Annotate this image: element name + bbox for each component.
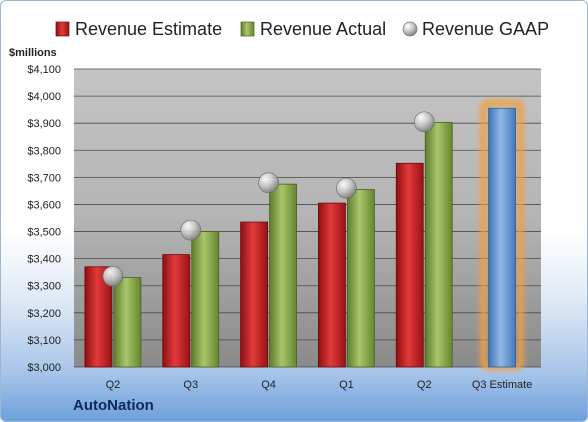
x-tick-label: Q3 Estimate	[472, 379, 533, 391]
y-tick-label: $3,300	[27, 281, 61, 293]
y-axis-unit-label: $millions	[9, 47, 57, 59]
y-tick-label: $3,900	[27, 118, 61, 130]
bar-revenue-actual	[347, 189, 375, 368]
legend-label: Revenue GAAP	[422, 19, 549, 39]
y-tick-label: $3,600	[27, 199, 61, 211]
x-tick-label: Q1	[339, 379, 354, 391]
bar-revenue-actual	[424, 121, 453, 368]
marker-revenue-gaap	[336, 177, 357, 199]
gaap-markers	[102, 111, 435, 287]
y-tick-label: $3,400	[27, 254, 61, 266]
y-tick-label: $3,100	[27, 335, 61, 347]
marker-revenue-gaap	[102, 265, 124, 287]
marker-revenue-gaap	[258, 172, 279, 194]
legend-label: Revenue Estimate	[75, 19, 222, 39]
bar-estimate-highlight	[488, 107, 516, 368]
legend-swatch-estimate	[55, 21, 70, 37]
y-tick-label: $3,500	[27, 227, 61, 239]
bar-revenue-actual	[269, 183, 297, 368]
plot-area	[74, 69, 541, 367]
bar-revenue-estimate	[395, 162, 424, 368]
x-tick-label: Q2	[106, 379, 121, 391]
y-axis: $3,000 $3,100 $3,200 $3,300 $3,400 $3,500 $3,6…	[27, 64, 61, 374]
x-axis: Q2 Q3 Q4 Q1 Q2 Q3 Estimate	[106, 379, 533, 391]
bars	[84, 100, 524, 370]
bar-revenue-actual	[113, 277, 142, 368]
bar-revenue-estimate	[162, 254, 191, 368]
y-tick-label: $3,000	[27, 362, 61, 374]
marker-revenue-gaap	[413, 111, 435, 133]
bar-revenue-estimate	[240, 221, 268, 368]
legend: Revenue Estimate Revenue Actual Revenue GA…	[55, 19, 549, 39]
bar-revenue-actual	[191, 231, 220, 368]
legend-swatch-gaap	[402, 21, 418, 37]
legend-label: Revenue Actual	[260, 19, 386, 39]
gridlines	[74, 68, 541, 368]
bar-revenue-estimate	[318, 202, 346, 368]
legend-swatch-actual	[240, 21, 255, 37]
marker-revenue-gaap	[180, 219, 202, 241]
y-tick-label: $4,000	[27, 91, 61, 103]
x-tick-label: Q4	[261, 379, 276, 391]
x-tick-label: Q2	[417, 379, 432, 391]
x-tick-label: Q3	[183, 379, 198, 391]
y-tick-label: $3,700	[27, 172, 61, 184]
company-name: AutoNation	[73, 397, 154, 414]
y-tick-label: $4,100	[27, 64, 61, 76]
y-tick-label: $3,800	[27, 145, 61, 157]
y-tick-label: $3,200	[27, 308, 61, 320]
